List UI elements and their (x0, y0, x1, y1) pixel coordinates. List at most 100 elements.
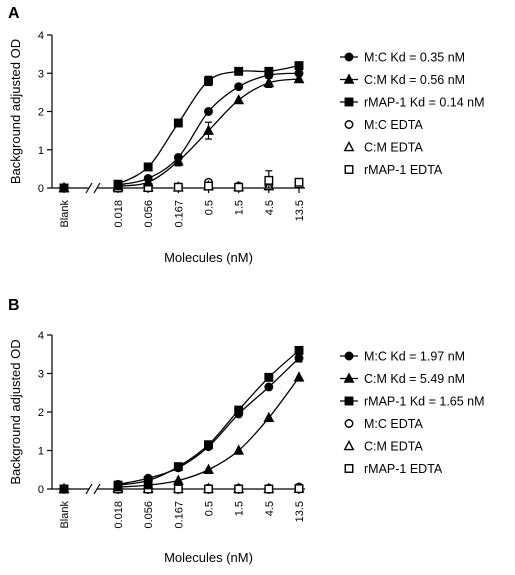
data-point (294, 484, 304, 494)
legend-label: C:M Kd = 5.49 nM (364, 372, 465, 386)
y-tick-label: 0 (38, 183, 44, 195)
data-point-blank (59, 484, 69, 494)
x-axis-title: Molecules (nM) (164, 250, 253, 265)
legend-label: C:M EDTA (364, 141, 423, 155)
y-tick-label: 2 (38, 407, 44, 419)
x-tick-label: 0.167 (173, 200, 185, 228)
legend-label: C:M EDTA (364, 440, 423, 454)
legend-marker (343, 439, 355, 451)
data-point (172, 474, 184, 485)
x-tick-label: 1.5 (234, 501, 246, 516)
x-tick-label: 1.5 (234, 200, 246, 215)
legend-label: C:M Kd = 0.56 nM (364, 73, 465, 87)
axis-break-mark (85, 483, 93, 495)
data-point (234, 82, 244, 92)
data-point (294, 177, 304, 187)
data-point (264, 484, 274, 494)
x-tick-label: 0.5 (204, 200, 216, 215)
legend-label: rMAP-1 Kd = 1.65 nM (364, 395, 485, 409)
x-tick-label: 0.056 (143, 501, 155, 529)
y-tick-label: 0 (38, 484, 44, 496)
axis-break-mark (85, 182, 93, 194)
legend-marker (344, 52, 354, 62)
data-point (113, 480, 123, 490)
y-axis-title: Background adjusted OD (8, 39, 23, 184)
panel-label: A (8, 5, 20, 22)
legend-marker (344, 396, 354, 406)
chart-panel-B: B 0 1 2 3 4 Background adjusted OD Blank 0.018 0.… (8, 297, 485, 565)
data-point (264, 175, 274, 185)
data-point (263, 411, 275, 423)
y-tick-label: 4 (38, 30, 44, 42)
x-tick-label: 4.5 (264, 501, 276, 516)
x-tick-label: 0.056 (143, 200, 155, 228)
data-point (264, 382, 274, 392)
legend-marker (343, 73, 355, 84)
data-point (204, 440, 213, 450)
legend: M:C Kd = 0.35 nM C:M Kd = 0.56 nM rMAP-1 K… (340, 51, 485, 177)
legend-label: M:C Kd = 1.97 nM (364, 350, 465, 364)
x-tick-label: 0.5 (204, 501, 216, 516)
data-point (294, 353, 304, 363)
y-tick-label: 3 (38, 68, 44, 80)
data-point (173, 462, 183, 472)
data-point (204, 107, 213, 116)
data-point (293, 72, 305, 84)
y-tick-label: 1 (38, 145, 44, 157)
legend-marker (344, 165, 354, 174)
legend-marker (343, 140, 355, 152)
data-point-blank (59, 183, 69, 193)
data-point (233, 444, 245, 455)
panel-label: B (8, 297, 20, 314)
data-point (264, 372, 274, 382)
series-2-points (59, 345, 304, 494)
data-point (173, 118, 183, 128)
axis-break-mark (93, 483, 101, 495)
x-tick-label: 4.5 (264, 200, 276, 215)
x-tick-label: 0.018 (113, 200, 125, 228)
legend-marker (344, 419, 354, 428)
data-point (204, 76, 213, 86)
y-tick-label: 3 (38, 369, 44, 381)
legend-label: rMAP-1 EDTA (364, 462, 443, 476)
x-tick-label: 13.5 (294, 200, 306, 221)
legend-label: M:C Kd = 0.35 nM (364, 51, 465, 65)
data-point (264, 66, 274, 76)
data-point (172, 155, 184, 166)
legend-label: M:C EDTA (364, 417, 423, 431)
legend-marker (344, 464, 354, 473)
data-point (234, 66, 244, 76)
legend-marker (344, 97, 354, 107)
x-tick-label: 13.5 (294, 501, 306, 522)
data-point (204, 181, 213, 191)
legend: M:C Kd = 1.97 nM C:M Kd = 5.49 nM rMAP-1 K… (340, 350, 485, 476)
data-point (294, 345, 304, 355)
data-point (173, 484, 183, 494)
legend-marker (343, 372, 355, 383)
legend-label: rMAP-1 Kd = 0.14 nM (364, 96, 485, 110)
data-point (293, 371, 305, 382)
x-tick-label: Blank (59, 501, 71, 529)
data-point (204, 484, 213, 494)
y-tick-label: 4 (38, 330, 44, 342)
legend-marker (344, 351, 354, 361)
y-axis-title: Background adjusted OD (8, 339, 23, 484)
data-point (234, 484, 244, 494)
data-point (233, 93, 245, 105)
x-tick-label: Blank (59, 200, 71, 228)
data-point (203, 124, 214, 135)
data-point (143, 476, 153, 485)
legend-label: rMAP-1 EDTA (364, 163, 443, 177)
data-point (113, 179, 123, 189)
legend-label: M:C EDTA (364, 118, 423, 132)
x-tick-label: 0.167 (173, 501, 185, 529)
axis-break-mark (93, 182, 101, 194)
x-tick-label: 0.018 (113, 501, 125, 529)
legend-marker (344, 120, 354, 129)
series-2-points (59, 61, 304, 193)
data-point (143, 162, 153, 172)
y-tick-label: 2 (38, 107, 44, 119)
data-point (173, 182, 183, 192)
data-point (263, 76, 275, 88)
